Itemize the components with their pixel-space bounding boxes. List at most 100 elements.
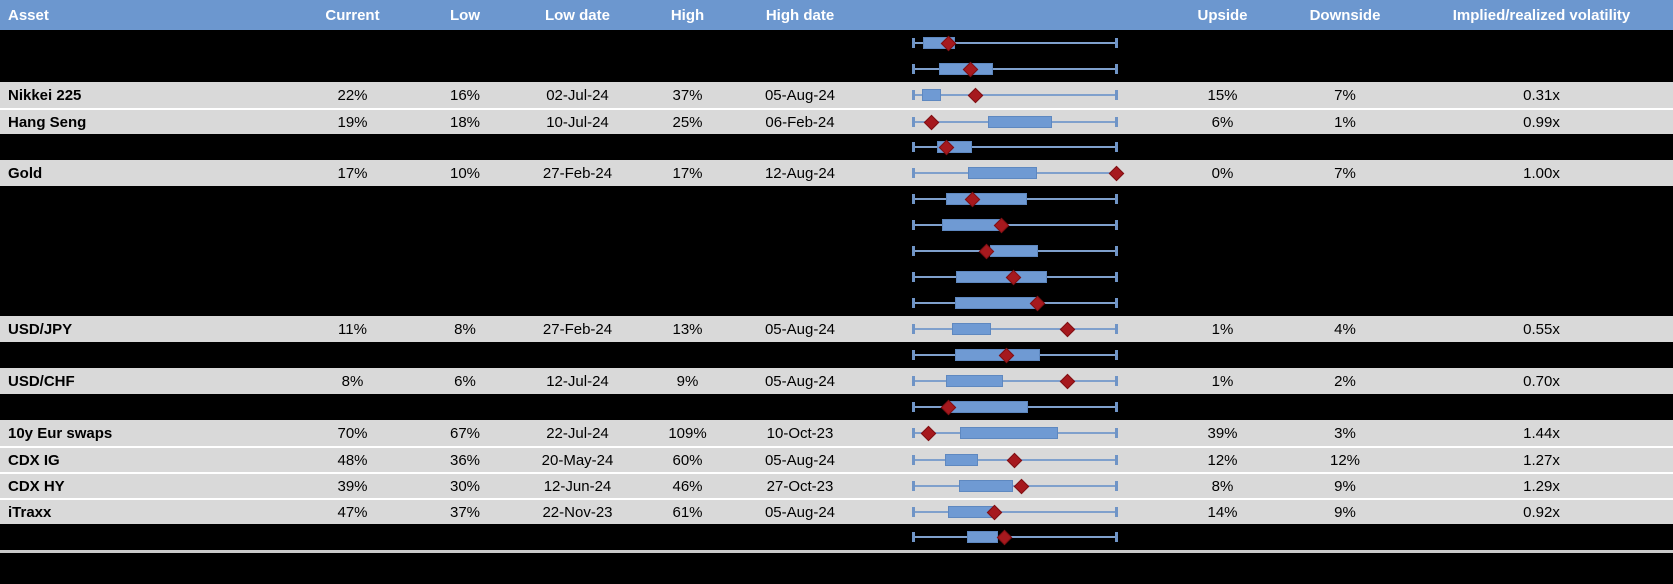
range-chart-cell <box>865 160 1165 186</box>
column-header-low-date: Low date <box>544 7 610 23</box>
range-chart-cell <box>865 448 1165 472</box>
table-row <box>0 186 1673 212</box>
downside-cell: 7% <box>1334 87 1356 103</box>
implied-realized-volatility-cell: 1.00x <box>1523 165 1560 181</box>
upside-cell: 12% <box>1207 452 1238 468</box>
high-cell: 13% <box>672 321 703 337</box>
high-cell: 61% <box>672 504 703 520</box>
whisker-cap-right-icon <box>1115 38 1118 48</box>
table-row <box>0 56 1673 82</box>
downside-cell: 12% <box>1329 452 1361 468</box>
low-cell: 10% <box>449 165 481 181</box>
whisker-cap-left-icon <box>912 402 915 412</box>
low-cell: 8% <box>454 321 476 337</box>
range-box <box>958 480 1014 492</box>
range-chart-cell <box>865 238 1165 264</box>
range-chart-cell <box>865 420 1165 446</box>
implied-realized-volatility-cell: 0.55x <box>1523 321 1560 337</box>
box-plot <box>912 373 1118 390</box>
asset-cell: Hang Seng <box>8 114 87 130</box>
whisker-cap-right-icon <box>1115 428 1118 438</box>
whisker-cap-right-icon <box>1115 246 1118 256</box>
current-level-diamond-icon <box>967 87 983 104</box>
current-cell: 11% <box>338 321 367 337</box>
current-cell: 22% <box>337 87 368 103</box>
range-chart-cell <box>865 30 1165 56</box>
range-box <box>921 89 941 101</box>
whisker-line <box>912 42 1118 44</box>
current-cell: 48% <box>337 452 368 468</box>
box-plot <box>912 269 1118 286</box>
whisker-cap-left-icon <box>912 376 915 386</box>
upside-cell: 39% <box>1207 425 1238 441</box>
range-box <box>941 219 1000 231</box>
implied-realized-volatility-cell: 1.27x <box>1523 452 1560 468</box>
box-plot <box>912 452 1118 469</box>
table-row: USD/CHF 8% 6% 12-Jul-24 9% 05-Aug-24 1% … <box>0 368 1673 394</box>
box-plot <box>912 478 1118 495</box>
column-header-high-date: High date <box>765 7 835 23</box>
whisker-cap-left-icon <box>912 298 915 308</box>
whisker-cap-left-icon <box>912 220 915 230</box>
table-row <box>0 212 1673 238</box>
high-cell: 25% <box>672 114 703 130</box>
table-row <box>0 524 1673 550</box>
current-cell: 47% <box>337 504 368 520</box>
asset-cell: 10y Eur swaps <box>8 425 113 441</box>
column-header-current: Current <box>325 7 380 23</box>
asset-cell: USD/JPY <box>8 321 73 337</box>
column-header-asset: Asset <box>8 7 49 23</box>
whisker-cap-left-icon <box>912 481 915 491</box>
current-level-diamond-icon <box>996 529 1013 546</box>
whisker-cap-right-icon <box>1115 455 1118 465</box>
upside-cell: 1% <box>1211 373 1234 389</box>
whisker-cap-left-icon <box>912 507 915 517</box>
asset-cell: CDX IG <box>8 452 60 468</box>
table-row: iTraxx 47% 37% 22-Nov-23 61% 05-Aug-24 1… <box>0 498 1673 524</box>
whisker-cap-left-icon <box>912 532 915 542</box>
downside-cell: 9% <box>1334 478 1356 494</box>
range-box <box>945 193 1027 205</box>
range-chart-cell <box>865 134 1165 160</box>
column-header-downside: Downside <box>1309 7 1381 23</box>
asset-cell: Gold <box>8 165 43 181</box>
range-box <box>959 427 1059 439</box>
table-row <box>0 394 1673 420</box>
downside-cell: 4% <box>1334 321 1356 337</box>
implied-realized-volatility-cell: 0.99x <box>1523 114 1560 130</box>
range-chart-cell <box>865 186 1165 212</box>
table-row: Nikkei 225 22% 16% 02-Jul-24 37% 05-Aug-… <box>0 82 1673 108</box>
range-box <box>944 454 979 466</box>
whisker-cap-right-icon <box>1115 272 1118 282</box>
box-plot <box>912 35 1118 52</box>
range-chart-cell <box>865 316 1165 342</box>
whisker-cap-right-icon <box>1115 376 1118 386</box>
box-plot <box>912 87 1118 104</box>
low-cell: 18% <box>449 114 481 130</box>
current-level-diamond-icon <box>1108 165 1125 182</box>
range-chart-cell <box>865 82 1165 108</box>
whisker-cap-right-icon <box>1115 194 1118 204</box>
range-chart-cell <box>865 290 1165 316</box>
range-box <box>966 531 999 543</box>
whisker-cap-right-icon <box>1115 117 1118 127</box>
box-plot <box>912 139 1118 156</box>
range-box <box>955 271 1047 283</box>
table-row <box>0 264 1673 290</box>
box-plot <box>912 399 1118 416</box>
table-row <box>0 238 1673 264</box>
range-chart-cell <box>865 474 1165 498</box>
range-chart-cell <box>865 368 1165 394</box>
table-row: Hang Seng 19% 18% 10-Jul-24 25% 06-Feb-2… <box>0 108 1673 134</box>
implied-realized-volatility-cell: 0.31x <box>1523 87 1560 103</box>
high-date-cell: 10-Oct-23 <box>766 425 834 441</box>
box-plot <box>912 347 1118 364</box>
high-date-cell: 05-Aug-24 <box>764 373 836 389</box>
whisker-cap-left-icon <box>912 272 915 282</box>
low-cell: 16% <box>449 87 481 103</box>
column-header-range-chart <box>865 0 1165 30</box>
whisker-cap-left-icon <box>912 117 915 127</box>
whisker-cap-left-icon <box>912 38 915 48</box>
whisker-cap-right-icon <box>1115 64 1118 74</box>
high-cell: 109% <box>668 425 707 441</box>
